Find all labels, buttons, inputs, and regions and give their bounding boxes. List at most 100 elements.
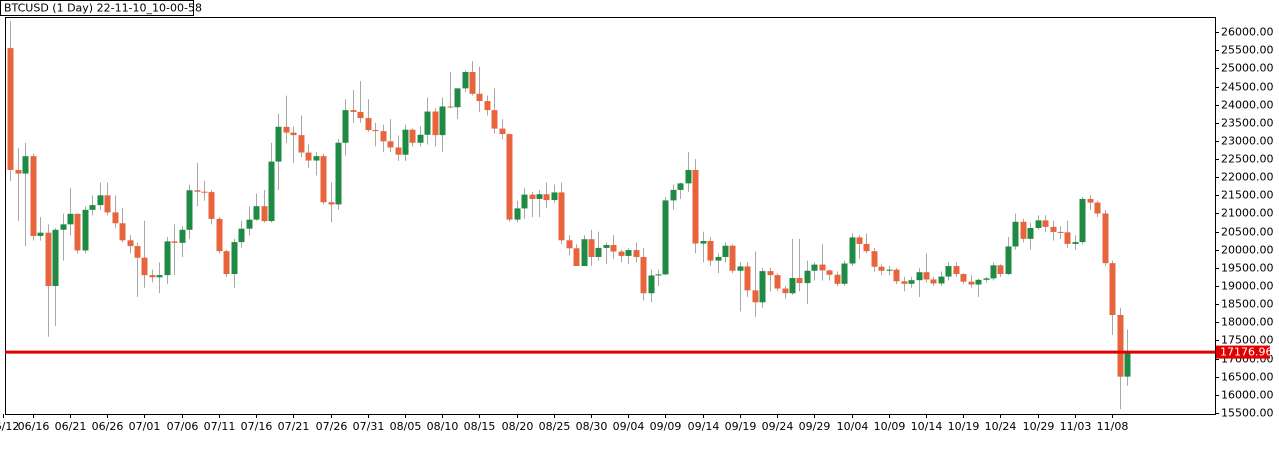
candle-body [960,274,967,282]
candle-body [536,194,543,199]
candle-body [37,232,44,236]
candle-body [677,183,684,190]
candle-body [648,275,655,294]
candle-body [1094,202,1101,214]
x-tick-label: 10/19 [948,420,980,433]
y-tick-label: 18500.00 [1221,298,1274,311]
candle-body [804,270,811,284]
candle-body [774,275,781,289]
candle-body [923,272,930,280]
candle-body [491,110,498,129]
candle-body [752,290,759,303]
candle-body [640,256,647,294]
candle-body [261,206,268,222]
candle-body [194,190,201,192]
candle-body [335,142,342,205]
candle-body [633,250,640,257]
candle-body [1079,198,1086,243]
candle-body [625,250,632,256]
candle-body [402,129,409,155]
candle-body [447,106,454,108]
candle-body [313,156,320,161]
x-tick-label: 08/10 [427,420,459,433]
candle-body [1124,352,1131,377]
candle-body [97,195,104,206]
candle-body [365,118,372,131]
y-tick-label: 19500.00 [1221,262,1274,275]
candle-body [945,266,952,277]
y-tick-label: 25500.00 [1221,44,1274,57]
candle-body [729,245,736,271]
candle-body [45,232,52,286]
x-tick-label: 09/24 [762,420,794,433]
y-tick-label: 15500.00 [1221,407,1274,420]
candle-body [700,241,707,244]
y-tick-label: 18000.00 [1221,316,1274,329]
y-tick-label: 22500.00 [1221,153,1274,166]
candle-body [320,156,327,203]
candle-body [670,189,677,201]
candle-body [841,263,848,284]
candle-body [588,239,595,257]
candle-body [908,280,915,284]
chart-title: BTCUSD (1 Day) 22-11-10_10-00-58 [4,2,202,15]
candle-body [826,270,833,275]
candle-body [74,213,81,251]
x-tick-label: 07/21 [278,420,310,433]
candle-body [372,130,379,132]
candle-body [82,209,89,251]
candle-body [15,169,22,174]
candle-body [171,241,178,243]
plot-area [7,21,1131,410]
candle-body [499,128,506,135]
candle-body [268,161,275,222]
y-tick-label: 23000.00 [1221,135,1274,148]
candle-body [886,269,893,271]
candle-body [454,88,461,108]
y-tick-label: 20000.00 [1221,244,1274,257]
candle-body [387,141,394,148]
candle-body [424,111,431,135]
candle-body [1117,315,1124,377]
y-tick-label: 26000.00 [1221,26,1274,39]
candle-body [1064,232,1071,244]
candle-body [1020,221,1027,239]
y-tick-label: 21500.00 [1221,189,1274,202]
y-tick-label: 24500.00 [1221,81,1274,94]
candle-body [1035,220,1042,228]
candle-body [595,247,602,257]
candle-body [744,266,751,291]
candle-body [767,271,774,276]
candle-body [901,281,908,284]
candle-body [328,202,335,205]
title-box [0,0,194,16]
candle-body [871,251,878,267]
candle-body [127,240,134,247]
candle-body [104,195,111,213]
x-tick-label: 09/04 [613,420,645,433]
candle-body [60,224,67,230]
candle-body [968,281,975,285]
candle-body [290,132,297,136]
candle-body [216,218,223,252]
candle-body [469,72,476,94]
candle-body [692,169,699,244]
candle-body [164,241,171,276]
x-tick-label: 07/26 [316,420,348,433]
y-tick-label: 21000.00 [1221,207,1274,220]
x-tick-label: 11/03 [1060,420,1092,433]
candle-body [759,271,766,303]
candle-body [476,93,483,102]
candle-body [990,265,997,279]
candle-body [141,257,148,276]
candle-body [1027,227,1034,239]
candle-body [1109,263,1116,315]
candle-body [439,106,446,136]
candle-body [558,192,565,241]
x-tick-label: 06/21 [55,420,87,433]
candle-body [186,190,193,230]
y-tick-label: 25000.00 [1221,62,1274,75]
x-tick-label: 10/24 [985,420,1017,433]
candle-body [566,240,573,249]
x-tick-label: 08/05 [390,420,422,433]
